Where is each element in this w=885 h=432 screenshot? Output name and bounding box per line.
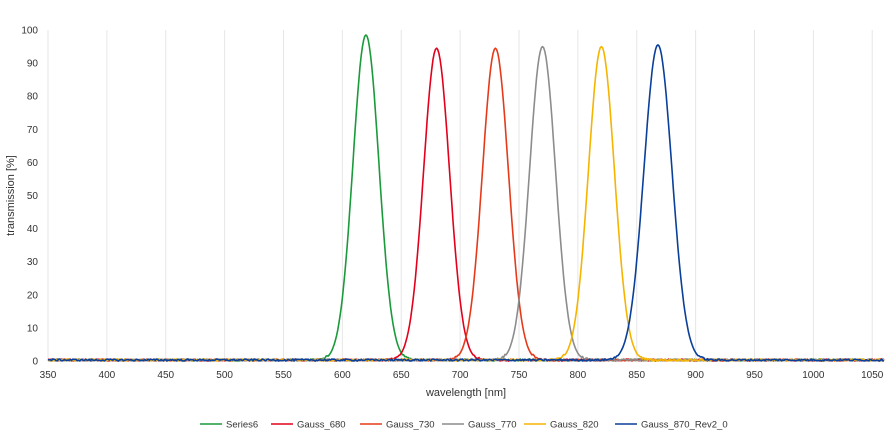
x-tick-label: 400 xyxy=(99,370,116,381)
x-tick-label: 700 xyxy=(452,370,469,381)
x-axis-ticks: 350 400 450 500 550 600 650 700 750 800 850 900 950 1… xyxy=(40,370,884,381)
x-tick-label: 450 xyxy=(157,370,174,381)
x-tick-label: 750 xyxy=(511,370,528,381)
x-tick-label: 1000 xyxy=(802,370,825,381)
legend-label: Gauss_870_Rev2_0 xyxy=(641,420,728,431)
y-axis-ticks: 0 10 20 30 40 50 60 70 80 90 100 xyxy=(21,26,38,368)
legend-label: Gauss_820 xyxy=(550,420,599,431)
x-axis-title: wavelength [nm] xyxy=(425,387,506,399)
y-tick-label: 100 xyxy=(21,26,38,37)
x-tick-label: 650 xyxy=(393,370,410,381)
x-tick-label: 350 xyxy=(40,370,57,381)
legend-label: Gauss_680 xyxy=(297,420,346,431)
legend-label: Gauss_770 xyxy=(468,420,517,431)
series-lines xyxy=(47,34,885,362)
series-line-5 xyxy=(48,44,885,362)
x-tick-label: 800 xyxy=(570,370,587,381)
y-axis-title: transmission [%] xyxy=(5,155,17,236)
series-line-3 xyxy=(47,45,885,362)
y-tick-label: 20 xyxy=(27,290,39,301)
y-tick-label: 70 xyxy=(27,125,39,136)
legend: Series6 Gauss_680 Gauss_730 Gauss_770 Gauss_… xyxy=(200,420,728,431)
y-tick-label: 50 xyxy=(27,191,39,202)
y-tick-label: 60 xyxy=(27,158,39,169)
y-tick-label: 30 xyxy=(27,257,39,268)
y-tick-label: 40 xyxy=(27,224,39,235)
x-tick-label: 1050 xyxy=(861,370,884,381)
series-line-2 xyxy=(47,47,885,362)
x-tick-label: 850 xyxy=(628,370,645,381)
grid-lines xyxy=(47,30,873,361)
series-line-4 xyxy=(47,45,885,362)
x-tick-label: 550 xyxy=(275,370,292,381)
series-line-0 xyxy=(47,34,885,362)
y-tick-label: 80 xyxy=(27,92,39,103)
legend-label: Gauss_730 xyxy=(386,420,435,431)
y-tick-label: 0 xyxy=(32,357,38,368)
series-line-1 xyxy=(47,47,885,362)
y-tick-label: 90 xyxy=(27,59,39,70)
x-tick-label: 900 xyxy=(687,370,704,381)
x-tick-label: 500 xyxy=(216,370,233,381)
legend-label: Series6 xyxy=(226,420,258,431)
x-tick-label: 600 xyxy=(334,370,351,381)
x-tick-label: 950 xyxy=(746,370,763,381)
y-tick-label: 10 xyxy=(27,323,39,334)
